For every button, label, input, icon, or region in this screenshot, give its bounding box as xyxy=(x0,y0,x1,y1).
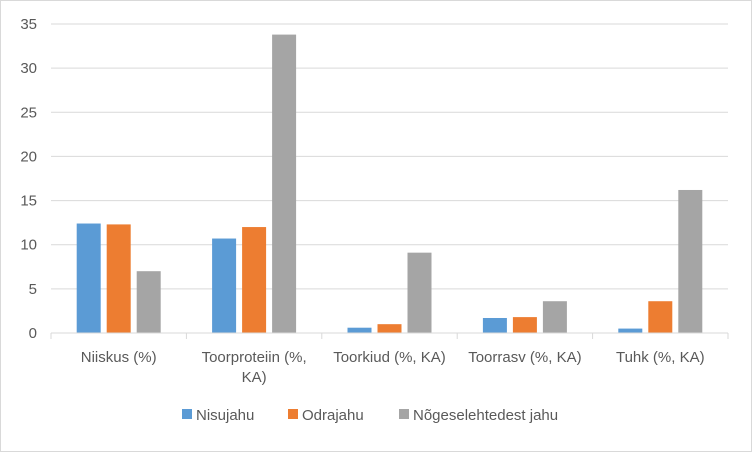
y-tick-label: 10 xyxy=(20,237,37,254)
bars xyxy=(76,34,703,333)
x-tick-label: Toorproteiin (%, xyxy=(202,349,307,366)
y-axis: 0 5 10 15 20 25 30 35 xyxy=(20,16,37,342)
bar-nisujahu-2 xyxy=(347,327,372,333)
legend-label: Odrajahu xyxy=(302,407,364,424)
y-tick-label: 35 xyxy=(20,16,37,33)
y-tick-label: 30 xyxy=(20,60,37,77)
bar-n-geselehtedest-jahu-0 xyxy=(136,271,161,333)
legend: Nisujahu Odrajahu Nõgeselehtedest jahu xyxy=(182,407,558,424)
bar-odrajahu-0 xyxy=(106,224,131,333)
legend-swatch xyxy=(288,409,298,419)
y-tick-label: 5 xyxy=(29,281,37,298)
bar-nisujahu-0 xyxy=(76,223,101,333)
bar-odrajahu-2 xyxy=(377,324,402,333)
bar-n-geselehtedest-jahu-3 xyxy=(542,301,567,333)
bar-nisujahu-3 xyxy=(482,317,507,333)
x-tick-label: KA) xyxy=(242,369,267,386)
bar-n-geselehtedest-jahu-2 xyxy=(407,252,432,333)
legend-swatch xyxy=(399,409,409,419)
bar-odrajahu-3 xyxy=(512,317,537,333)
x-tick-label: Toorrasv (%, KA) xyxy=(468,349,581,366)
x-tick-label: Toorkiud (%, KA) xyxy=(333,349,446,366)
bar-nisujahu-1 xyxy=(212,238,237,333)
y-tick-label: 20 xyxy=(20,148,37,165)
legend-label: Nõgeselehtedest jahu xyxy=(413,407,558,424)
legend-label: Nisujahu xyxy=(196,407,254,424)
bar-odrajahu-4 xyxy=(648,301,673,333)
gridlines xyxy=(51,23,728,334)
y-tick-label: 15 xyxy=(20,193,37,210)
bar-odrajahu-1 xyxy=(242,227,267,333)
x-tick-label: Niiskus (%) xyxy=(81,349,157,366)
bar-n-geselehtedest-jahu-1 xyxy=(272,34,297,333)
y-tick-label: 0 xyxy=(29,325,37,342)
y-tick-label: 25 xyxy=(20,104,37,121)
x-axis: Niiskus (%) Toorproteiin (%, KA) Toorkiud (… xyxy=(50,332,729,386)
bar-n-geselehtedest-jahu-4 xyxy=(678,189,703,333)
legend-swatch xyxy=(182,409,192,419)
x-tick-label: Tuhk (%, KA) xyxy=(616,349,705,366)
bar-nisujahu-4 xyxy=(618,328,643,333)
